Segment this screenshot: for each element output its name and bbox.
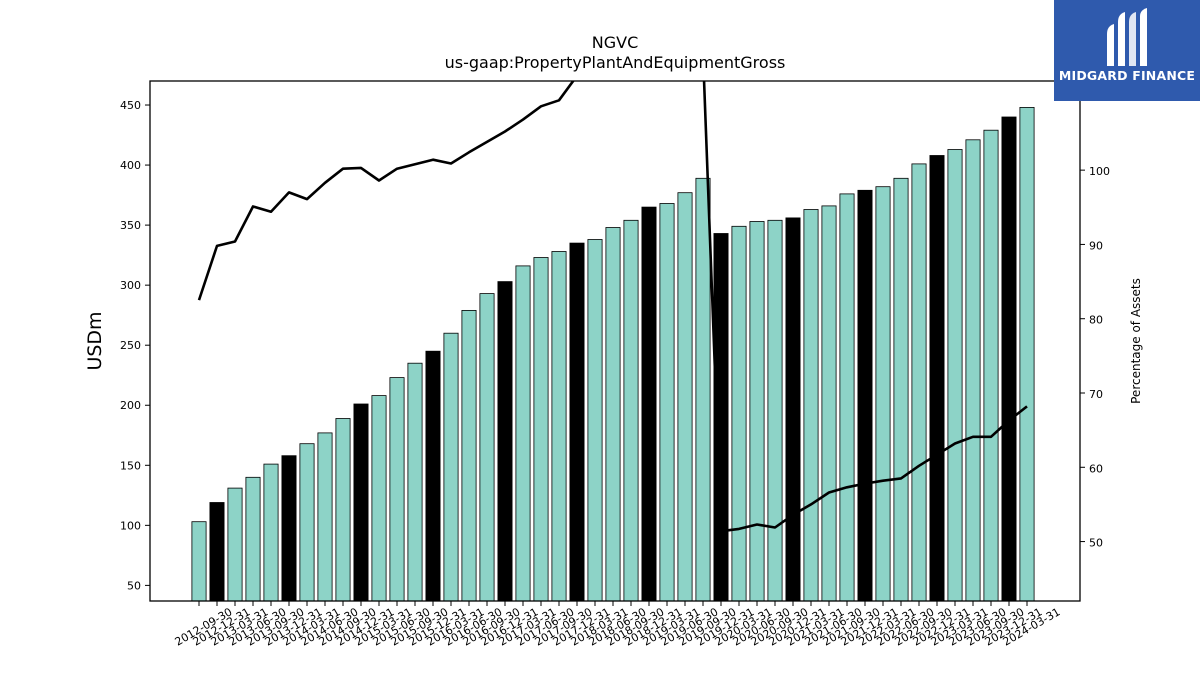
y2-tick-label: 60 (1089, 462, 1103, 475)
y2-axis-label: Percentage of Assets (1129, 278, 1143, 404)
bar-2019-03-31 (659, 203, 675, 601)
bar-2013-09-30 (263, 463, 279, 601)
y-tick-label: 200 (120, 399, 141, 412)
y-tick-label: 250 (120, 339, 141, 352)
y-axis-label: USDm (84, 311, 106, 370)
bar-2021-12-31 (857, 189, 873, 601)
bar-2022-06-30 (893, 177, 909, 601)
x-axis: 2012-09-302012-12-312013-03-312013-06-30… (173, 601, 1063, 649)
bar-2019-09-30 (695, 177, 711, 601)
brand-logo: MIDGARD FINANCE (1054, 0, 1200, 101)
bar-2023-12-31 (1001, 116, 1017, 601)
y-tick-label: 350 (120, 219, 141, 232)
bar-2024-03-31 (1019, 107, 1035, 601)
bar-2017-03-31 (515, 265, 531, 601)
bar-series (191, 107, 1035, 601)
bar-2016-03-31 (443, 332, 459, 601)
y2-tick-label: 90 (1089, 239, 1103, 252)
brand-name: MIDGARD FINANCE (1058, 68, 1196, 83)
bar-2021-09-30 (839, 193, 855, 601)
bar-2020-03-31 (731, 225, 747, 601)
bar-2017-06-30 (533, 257, 549, 601)
bar-2023-06-30 (965, 139, 981, 601)
percentage-line-series (197, 81, 1028, 533)
percentage-of-assets-line (197, 81, 1028, 533)
bar-2013-06-30 (245, 476, 261, 601)
bar-2020-12-31 (785, 217, 801, 601)
bar-2016-06-30 (461, 309, 477, 601)
bar-2013-12-31 (281, 455, 297, 601)
bar-2014-06-30 (317, 432, 333, 601)
bar-2014-12-31 (353, 403, 369, 601)
midgard-m-icon (1107, 8, 1147, 66)
bar-2015-03-31 (371, 395, 387, 601)
bar-2012-09-30 (191, 521, 207, 601)
bar-2016-09-30 (479, 293, 495, 601)
y-tick-label: 300 (120, 279, 141, 292)
y-tick-label: 150 (120, 459, 141, 472)
bar-2022-09-30 (911, 163, 927, 601)
y-tick-label: 50 (127, 579, 141, 592)
bar-2021-06-30 (821, 205, 837, 601)
plot-frame (149, 80, 1081, 602)
bar-2017-12-31 (569, 242, 585, 601)
y-tick-label: 450 (120, 99, 141, 112)
bar-2020-09-30 (767, 219, 783, 601)
y2-tick-label: 50 (1089, 537, 1103, 550)
bar-2018-06-30 (605, 227, 621, 601)
bar-2014-03-31 (299, 443, 315, 601)
bar-2019-06-30 (677, 192, 693, 601)
bar-2018-09-30 (623, 219, 639, 601)
bar-2023-03-31 (947, 149, 963, 601)
y-tick-label: 100 (120, 519, 141, 532)
bar-2018-03-31 (587, 239, 603, 601)
bar-2015-09-30 (407, 362, 423, 601)
bar-2014-09-30 (335, 418, 351, 601)
y2-tick-label: 100 (1089, 165, 1110, 178)
bar-2022-12-31 (929, 155, 945, 601)
y2-tick-label: 70 (1089, 388, 1103, 401)
bar-2019-12-31 (713, 233, 729, 601)
bar-2015-06-30 (389, 377, 405, 601)
bar-2022-03-31 (875, 186, 891, 601)
bar-2021-03-31 (803, 209, 819, 601)
bar-2018-12-31 (641, 206, 657, 601)
chart-subtitle: us-gaap:PropertyPlantAndEquipmentGross (445, 53, 786, 72)
left-y-axis: 50 100 150 200 250 300 350 400 450 (120, 99, 150, 592)
bar-2020-06-30 (749, 221, 765, 601)
right-y-axis: 50 60 70 80 90 100 (1080, 165, 1110, 550)
bar-2012-12-31 (209, 502, 225, 601)
chart-title: NGVC (592, 33, 638, 52)
bar-2016-12-31 (497, 281, 513, 601)
y-tick-label: 400 (120, 159, 141, 172)
bar-2017-09-30 (551, 251, 567, 601)
bar-2023-09-30 (983, 129, 999, 601)
bar-2015-12-31 (425, 350, 441, 601)
y2-tick-label: 80 (1089, 314, 1103, 327)
bar-2013-03-31 (227, 487, 243, 601)
